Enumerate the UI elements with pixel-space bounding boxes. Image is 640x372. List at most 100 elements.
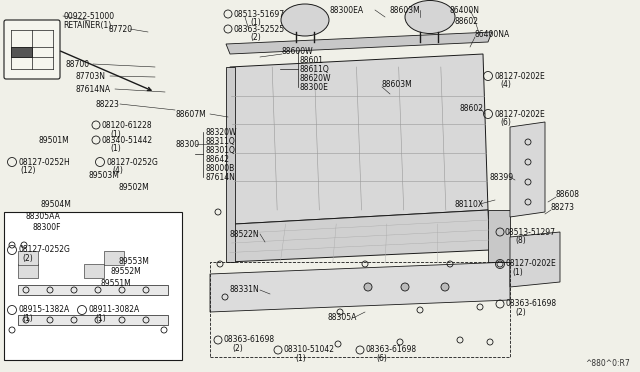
Text: (1): (1) xyxy=(95,314,106,324)
Text: 88608: 88608 xyxy=(556,189,580,199)
Bar xyxy=(18,264,38,278)
Text: 88305AA: 88305AA xyxy=(25,212,60,221)
Text: 89503M: 89503M xyxy=(88,170,119,180)
Text: 08911-3082A: 08911-3082A xyxy=(88,305,140,314)
Text: 88602: 88602 xyxy=(460,103,484,112)
Text: (1): (1) xyxy=(250,17,260,26)
Text: 88620W: 88620W xyxy=(300,74,332,83)
Text: 88611Q: 88611Q xyxy=(300,64,330,74)
Text: (1): (1) xyxy=(110,144,121,153)
Polygon shape xyxy=(230,54,488,224)
Text: 88331N: 88331N xyxy=(230,285,260,295)
Bar xyxy=(84,264,104,278)
Text: 08363-52525: 08363-52525 xyxy=(233,25,284,33)
Circle shape xyxy=(364,283,372,291)
Text: 08127-0202E: 08127-0202E xyxy=(506,260,557,269)
Text: (4): (4) xyxy=(112,166,123,174)
Text: 87720: 87720 xyxy=(108,25,132,33)
Text: 88110X: 88110X xyxy=(455,199,484,208)
Text: 88600W: 88600W xyxy=(282,46,314,55)
Text: (1): (1) xyxy=(110,129,121,138)
Text: (8): (8) xyxy=(515,235,525,244)
Text: 87614NA: 87614NA xyxy=(75,84,110,93)
Text: (2): (2) xyxy=(22,253,33,263)
Text: RETAINER(1): RETAINER(1) xyxy=(63,20,111,29)
Ellipse shape xyxy=(405,0,455,33)
Text: 86400NA: 86400NA xyxy=(475,29,510,38)
Polygon shape xyxy=(226,67,235,262)
Text: 08340-51442: 08340-51442 xyxy=(101,135,152,144)
Circle shape xyxy=(441,283,449,291)
Text: 08363-61698: 08363-61698 xyxy=(366,346,417,355)
Bar xyxy=(11,47,32,57)
Text: 08120-61228: 08120-61228 xyxy=(101,121,152,129)
Text: 00922-51000: 00922-51000 xyxy=(63,12,114,20)
Text: 88301Q: 88301Q xyxy=(205,145,235,154)
Text: 88300E: 88300E xyxy=(300,83,329,92)
Circle shape xyxy=(401,283,409,291)
Text: 88300: 88300 xyxy=(176,140,200,148)
Text: 08363-61698: 08363-61698 xyxy=(224,336,275,344)
Text: (12): (12) xyxy=(20,166,35,174)
Text: (6): (6) xyxy=(500,118,511,126)
Text: 89502M: 89502M xyxy=(118,183,148,192)
Text: 88311Q: 88311Q xyxy=(205,137,235,145)
Text: 08127-0252G: 08127-0252G xyxy=(18,246,70,254)
Text: (2): (2) xyxy=(250,32,260,42)
Text: 88700: 88700 xyxy=(65,60,89,68)
Text: (1): (1) xyxy=(22,314,33,324)
Bar xyxy=(18,315,168,325)
Text: ^880^0:R7: ^880^0:R7 xyxy=(585,359,630,369)
Ellipse shape xyxy=(281,4,329,36)
Text: 08363-61698: 08363-61698 xyxy=(506,299,557,308)
Text: 88522N: 88522N xyxy=(230,230,260,238)
Text: (2): (2) xyxy=(232,343,243,353)
Text: 89504M: 89504M xyxy=(40,199,71,208)
Polygon shape xyxy=(210,262,510,312)
Text: (4): (4) xyxy=(500,80,511,89)
Text: 88273: 88273 xyxy=(551,202,575,212)
Text: 87703N: 87703N xyxy=(75,71,105,80)
Text: 88399: 88399 xyxy=(490,173,514,182)
Text: 88603M: 88603M xyxy=(382,80,413,89)
Text: 08127-0252G: 08127-0252G xyxy=(106,157,158,167)
Text: 88223: 88223 xyxy=(95,99,119,109)
Text: 88607M: 88607M xyxy=(176,109,207,119)
Text: 88603M: 88603M xyxy=(390,6,420,15)
Bar xyxy=(4,212,182,360)
Polygon shape xyxy=(228,210,490,262)
Bar xyxy=(18,251,38,265)
Polygon shape xyxy=(510,232,560,287)
Text: 08127-0252H: 08127-0252H xyxy=(18,157,70,167)
Text: 89553M: 89553M xyxy=(118,257,149,266)
Text: 88601: 88601 xyxy=(300,55,324,64)
Text: 89551M: 89551M xyxy=(100,279,131,289)
Text: (2): (2) xyxy=(515,308,525,317)
Text: 08513-51697: 08513-51697 xyxy=(233,10,284,19)
Text: 88602: 88602 xyxy=(455,16,479,26)
Text: 88300F: 88300F xyxy=(32,222,61,231)
Polygon shape xyxy=(488,210,510,262)
Polygon shape xyxy=(226,32,492,54)
Text: 88000B: 88000B xyxy=(205,164,234,173)
Bar xyxy=(18,285,168,295)
Text: 88642: 88642 xyxy=(205,154,229,164)
Text: 08513-51297: 08513-51297 xyxy=(505,228,556,237)
Text: 08127-0202E: 08127-0202E xyxy=(495,71,546,80)
Polygon shape xyxy=(510,122,545,217)
Text: (1): (1) xyxy=(295,353,306,362)
Text: 08915-1382A: 08915-1382A xyxy=(18,305,69,314)
Text: 88305A: 88305A xyxy=(328,312,357,321)
Text: 08310-51042: 08310-51042 xyxy=(284,346,335,355)
Text: (6): (6) xyxy=(376,353,387,362)
Bar xyxy=(104,251,124,265)
Text: (1): (1) xyxy=(512,267,523,276)
Text: 89552M: 89552M xyxy=(110,267,141,276)
Text: 86400N: 86400N xyxy=(450,6,480,15)
FancyBboxPatch shape xyxy=(4,20,60,79)
Text: 88300EA: 88300EA xyxy=(330,6,364,15)
Text: 08127-0202E: 08127-0202E xyxy=(495,109,546,119)
Text: 87614N: 87614N xyxy=(205,173,235,182)
Text: 89501M: 89501M xyxy=(38,135,68,144)
Text: 88320W: 88320W xyxy=(205,128,237,137)
